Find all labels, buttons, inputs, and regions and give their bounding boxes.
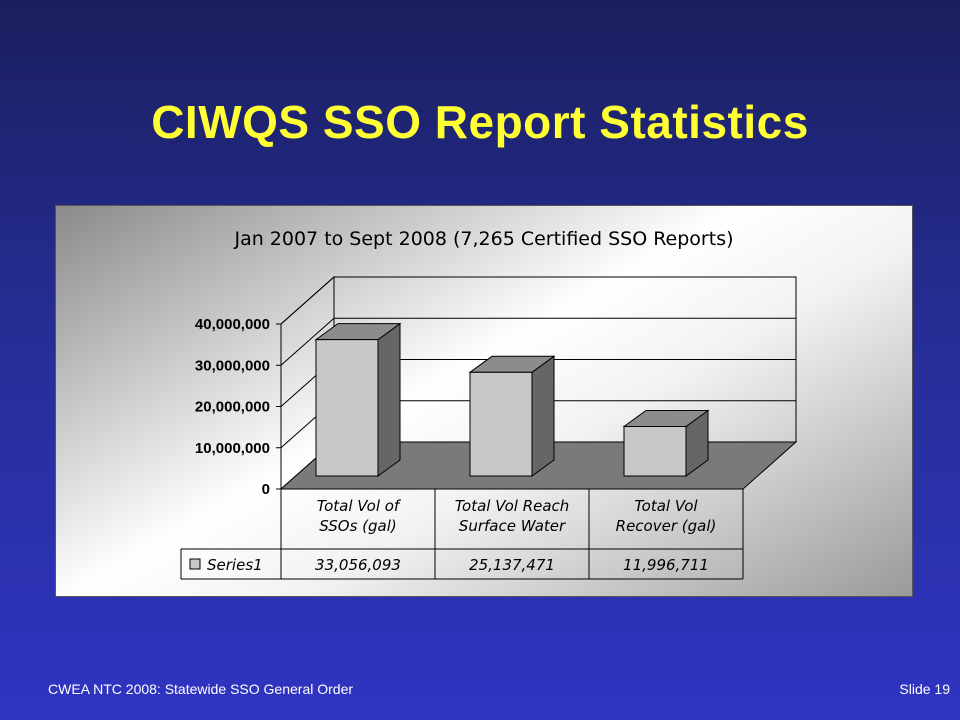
category-label: Total Vol: [634, 497, 698, 515]
bar-front: [623, 426, 687, 477]
bar-front: [315, 339, 379, 477]
footer-slide-number: Slide 19: [899, 681, 950, 697]
chart-bars: [314, 322, 710, 477]
category-label: Total Vol Reach: [455, 497, 570, 515]
chart-frame: Jan 2007 to Sept 2008 (7,265 Certified S…: [55, 205, 913, 597]
bar-side: [377, 322, 401, 477]
data-label: 33,056,093: [315, 556, 401, 574]
gridline: [280, 276, 796, 325]
gridline: [280, 317, 796, 366]
legend-swatch: [189, 558, 201, 570]
y-tick-label: 0: [262, 481, 270, 498]
bar-side: [531, 355, 555, 477]
chart-y-axis: 0 10,000,000 20,000,000 30,000,000 40,000,00…: [195, 316, 282, 498]
y-tick-label: 20,000,000: [195, 399, 270, 416]
bar-front: [469, 371, 533, 477]
data-label: 25,137,471: [469, 556, 555, 574]
category-label: Recover (gal): [616, 517, 717, 535]
chart-data-table: Total Vol of SSOs (gal) Total Vol Reach Sur…: [180, 488, 744, 580]
data-label: 11,996,711: [623, 556, 709, 574]
legend-series-name: Series1: [207, 556, 263, 574]
category-label: Total Vol of: [317, 497, 402, 515]
y-tick-label: 30,000,000: [195, 357, 270, 374]
category-label: SSOs (gal): [319, 517, 396, 535]
chart-title: Jan 2007 to Sept 2008 (7,265 Certified S…: [233, 228, 733, 250]
y-tick-label: 10,000,000: [195, 440, 270, 457]
bar: [314, 322, 402, 477]
y-tick-label: 40,000,000: [195, 316, 270, 333]
bar: [622, 409, 710, 477]
bar: [468, 355, 556, 477]
chart: Jan 2007 to Sept 2008 (7,265 Certified S…: [180, 228, 798, 580]
slide-title: CIWQS SSO Report Statistics: [151, 96, 809, 148]
category-label: Surface Water: [459, 517, 566, 535]
footer-presentation-name: CWEA NTC 2008: Statewide SSO General Ord…: [48, 681, 354, 697]
